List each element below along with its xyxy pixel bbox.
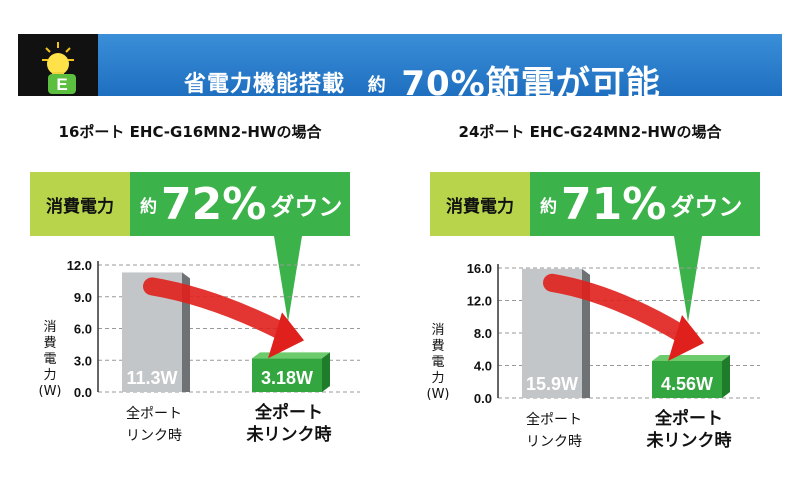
y-axis-label: (W) [427,387,450,402]
y-tick-label: 0.0 [74,385,92,400]
y-axis-label: 費 [431,339,444,354]
callout-value: 約 71% ダウン [530,172,760,236]
x-category-label: 未リンク時 [646,430,732,451]
banner-background: 省電力機能搭載 約 70%節電が可能 [98,34,782,104]
callout-label: 消費電力 [430,172,530,236]
bar-top [252,352,330,359]
header-banner: E 省電力機能搭載 約 70%節電が可能 [18,34,782,104]
y-tick-label: 8.0 [474,326,492,341]
y-axis-label: (W) [39,384,62,399]
y-tick-label: 12.0 [67,258,92,273]
chart-subtitle: 16ポート EHC-G16MN2-HWの場合 [58,123,322,141]
y-tick-label: 4.0 [474,359,492,374]
banner-saving-text: 70%節電が可能 [401,64,661,104]
y-axis-label: 消 [43,320,56,335]
callout-suffix: ダウン [270,192,343,221]
bar [652,360,722,398]
callout-tail [274,236,302,322]
arrow-head [668,314,704,361]
y-tick-label: 0.0 [474,391,492,406]
x-category-label: リンク時 [526,434,582,450]
y-tick-label: 16.0 [467,261,492,276]
y-axis-label: 電 [431,355,444,370]
callout-prefix: 約 [140,196,157,217]
right-chart-panel: 24ポート EHC-G24MN2-HWの場合 消費電力 約 71% ダウン 16… [400,0,760,500]
data-label: 4.56W [661,374,713,394]
arrow-head [268,312,304,359]
bar [252,358,322,392]
chart-subtitle: 24ポート EHC-G24MN2-HWの場合 [458,123,722,141]
x-category-label: リンク時 [126,428,182,444]
y-tick-label: 6.0 [74,322,92,337]
decrease-arrow [143,277,289,340]
callout-tail [674,236,702,322]
y-axis-label: 力 [43,368,56,383]
y-axis-label: 電 [43,352,56,367]
banner-text: 省電力機能搭載 [184,72,346,97]
bar-side [322,352,330,392]
eco-bulb-icon: E [18,34,98,96]
bar-side [582,268,590,398]
y-axis-label: 費 [43,336,56,351]
callout-suffix: ダウン [670,192,743,221]
callout-prefix: 約 [540,196,557,217]
y-tick-label: 9.0 [74,290,92,305]
savings-callout: 消費電力 約 72% ダウン [30,172,350,236]
data-label: 15.9W [526,374,578,394]
y-axis-label: 力 [431,371,444,386]
x-category-label: 全ポート [654,408,723,429]
x-category-label: 全ポート [126,405,182,422]
bar-top [652,354,730,361]
decrease-arrow [543,273,689,342]
x-category-label: 全ポート [254,402,323,423]
banner-headline: 省電力機能搭載 約 70%節電が可能 [184,52,661,104]
callout-label: 消費電力 [30,172,130,236]
y-tick-label: 3.0 [74,353,92,368]
bar-side [722,354,730,398]
x-category-label: 全ポート [526,411,582,428]
callout-percent: 72% [161,178,267,230]
x-category-label: 未リンク時 [246,424,332,445]
callout-percent: 71% [561,178,667,230]
left-chart-panel: 16ポート EHC-G16MN2-HWの場合 消費電力 約 72% ダウン 12… [0,0,360,500]
callout-value: 約 72% ダウン [130,172,350,236]
svg-text:E: E [56,75,67,94]
data-label: 11.3W [126,368,177,388]
savings-callout: 消費電力 約 71% ダウン [430,172,760,236]
y-axis-label: 消 [431,323,444,338]
data-label: 3.18W [261,368,313,388]
y-tick-label: 12.0 [467,294,492,309]
banner-about: 約 [367,75,387,96]
